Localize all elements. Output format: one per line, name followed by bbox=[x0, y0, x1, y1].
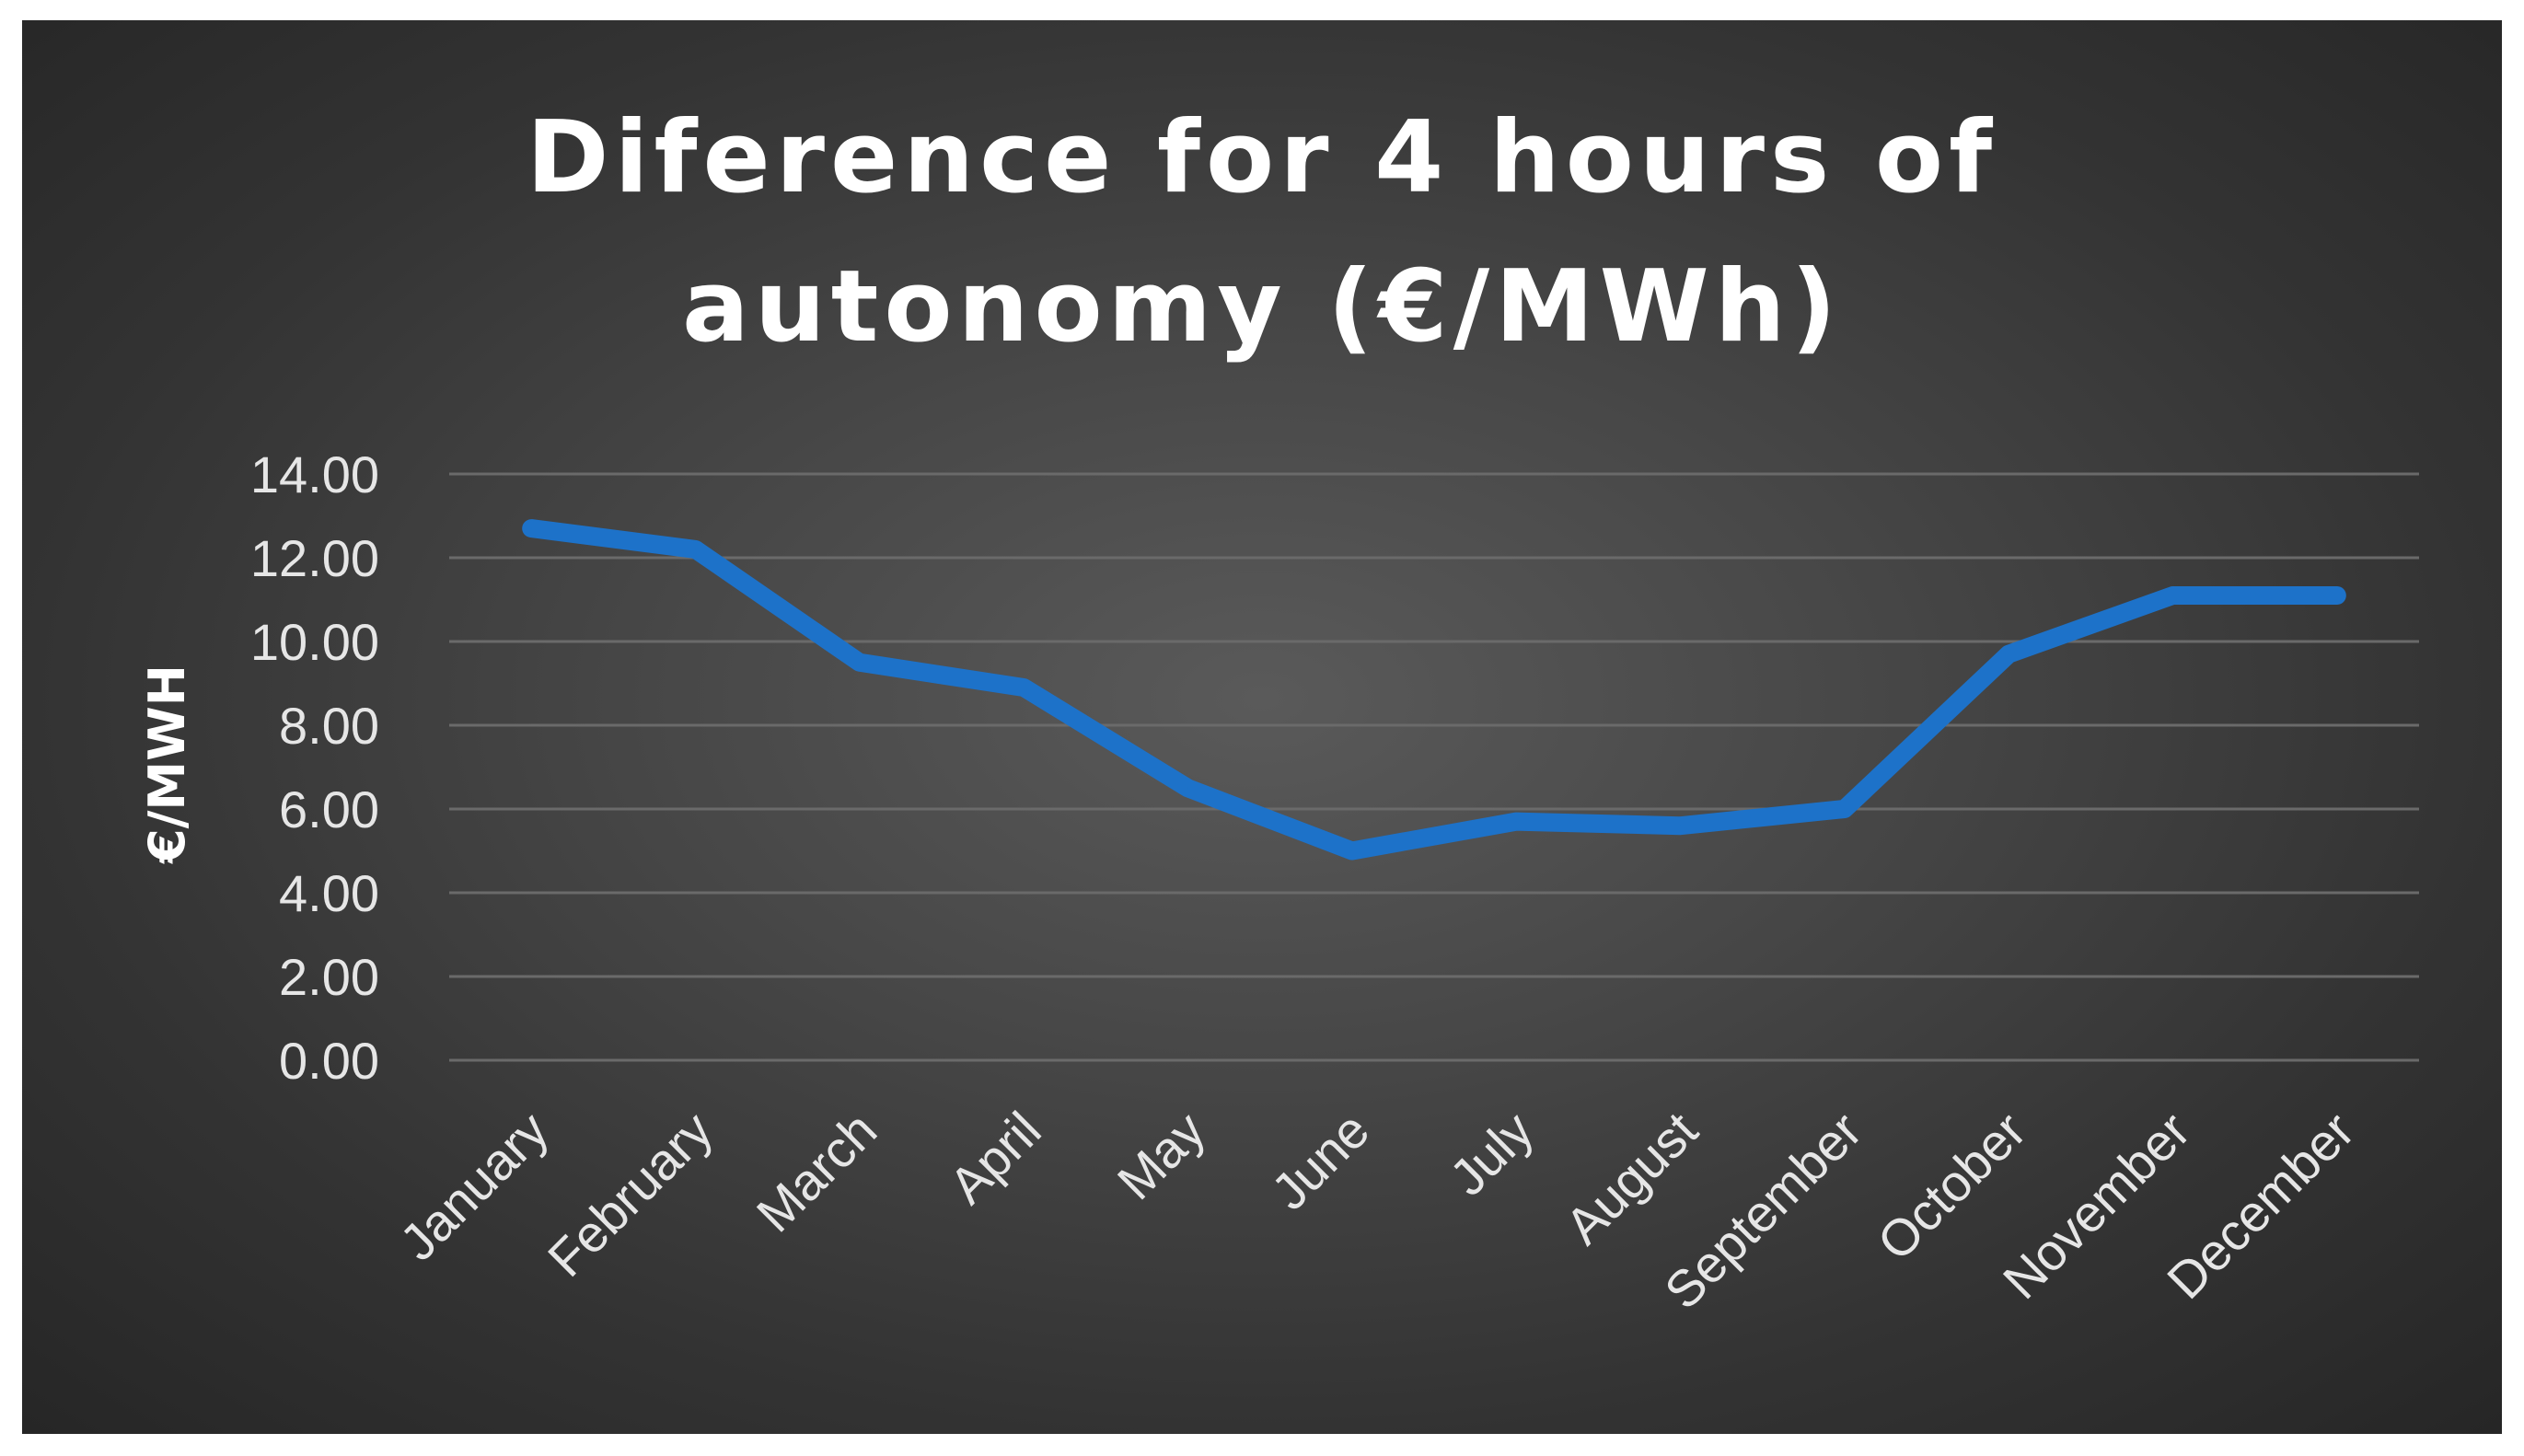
y-tick-label: 4.00 bbox=[279, 864, 379, 922]
data-point bbox=[1515, 821, 1517, 823]
data-point bbox=[1844, 808, 1846, 810]
y-tick-label: 6.00 bbox=[279, 780, 379, 838]
data-point bbox=[859, 662, 861, 664]
y-tick-label: 2.00 bbox=[279, 948, 379, 1006]
series-layer bbox=[522, 519, 2346, 861]
y-tick-label: 12.00 bbox=[250, 529, 379, 587]
y-tick-label: 10.00 bbox=[250, 613, 379, 671]
data-point bbox=[530, 527, 532, 529]
gridlines bbox=[449, 472, 2419, 1062]
x-category-label: April bbox=[938, 1101, 1052, 1215]
chart-title-line-2: autonomy (€/MWh) bbox=[682, 249, 1842, 364]
x-category-label: October bbox=[1866, 1101, 2036, 1271]
y-tick-label: 14.00 bbox=[250, 445, 379, 503]
chart-title-line-1: Diference for 4 hours of bbox=[527, 100, 1997, 215]
y-axis-title: €/MWH bbox=[138, 664, 196, 865]
y-tick-label: 0.00 bbox=[279, 1032, 379, 1090]
chart-background bbox=[22, 20, 2502, 1434]
series-line bbox=[522, 519, 2346, 861]
x-category-label: January bbox=[388, 1101, 559, 1271]
x-category-label: July bbox=[1439, 1101, 1545, 1207]
x-category-label: August bbox=[1554, 1101, 1708, 1255]
data-point bbox=[1187, 787, 1188, 789]
x-category-label: May bbox=[1106, 1101, 1216, 1210]
y-axis-ticks: 0.00 2.00 4.00 6.00 8.00 10.00 12.00 14.00 bbox=[250, 445, 379, 1090]
data-point bbox=[1351, 850, 1353, 851]
x-category-label: June bbox=[1260, 1101, 1380, 1220]
x-category-label: March bbox=[746, 1101, 888, 1243]
y-tick-label: 8.00 bbox=[279, 697, 379, 755]
x-category-label: February bbox=[537, 1101, 724, 1288]
